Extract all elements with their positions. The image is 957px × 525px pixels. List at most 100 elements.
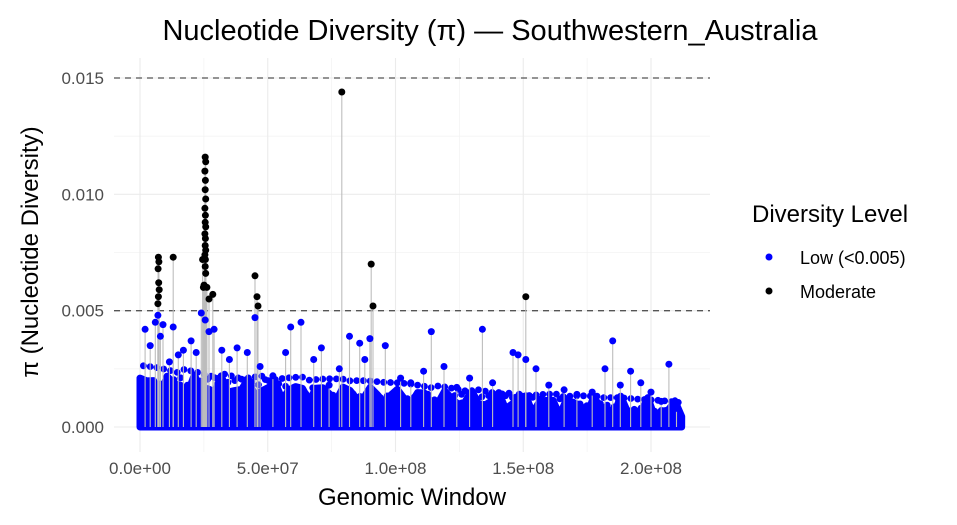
band-edge-point [248, 378, 256, 386]
band-edge-point [173, 369, 181, 376]
band-edge-point [549, 399, 557, 406]
dense-low-diversity-band [136, 362, 686, 431]
data-point-low [466, 374, 474, 382]
band-edge-point [292, 373, 300, 381]
band-edge-point [224, 378, 232, 386]
data-point-low [243, 349, 251, 356]
x-tick-label: 5.0e+07 [237, 459, 299, 478]
data-point-low [287, 323, 295, 331]
data-point-low [146, 342, 154, 350]
data-point-low [673, 404, 680, 412]
band-edge-point [184, 381, 191, 389]
chart-title: Nucleotide Diversity (π) — Southwestern_… [162, 15, 818, 47]
data-point-low [192, 349, 200, 356]
data-point-moderate [169, 253, 177, 261]
band-edge-point [309, 384, 317, 392]
band-edge-point [194, 369, 202, 376]
data-point-moderate [251, 272, 259, 280]
y-tick-label: 0.010 [61, 185, 104, 204]
band-edge-point [387, 379, 394, 386]
band-edge-point [644, 406, 652, 414]
data-point-moderate [154, 265, 162, 273]
legend-label-low: Low (<0.005) [800, 248, 906, 268]
y-tick-label: 0.015 [61, 69, 104, 88]
band-edge-point [302, 390, 310, 398]
data-point-moderate [367, 260, 375, 268]
data-point-low [310, 356, 318, 363]
band-edge-point [630, 405, 638, 413]
data-point-low [169, 323, 177, 331]
band-edge-point [448, 384, 455, 392]
band-edge-point [414, 381, 421, 389]
data-point-low [174, 351, 182, 359]
band-edge-point [217, 372, 225, 380]
band-edge-point [278, 375, 286, 382]
data-point-low [601, 365, 609, 373]
data-point-low [657, 397, 665, 405]
band-edge-point [170, 376, 178, 383]
band-edge-point [322, 389, 330, 397]
band-edge-point [305, 376, 313, 384]
data-point-low [325, 381, 333, 389]
band-edge-point [312, 376, 320, 383]
data-point-moderate [201, 204, 209, 212]
band-edge-point [475, 386, 482, 394]
band-edge-point [434, 382, 442, 390]
data-point-low [335, 365, 343, 373]
data-point-low [210, 325, 218, 333]
band-edge-point [597, 400, 604, 407]
data-point-moderate [253, 293, 261, 301]
band-edge-point [349, 390, 357, 398]
band-edge-point [610, 403, 618, 411]
band-edge-point [353, 377, 361, 384]
band-edge-point [421, 382, 428, 390]
data-point-low [361, 356, 369, 363]
data-point-moderate [338, 88, 346, 96]
data-point-low [346, 332, 353, 340]
band-edge-point [400, 380, 408, 387]
data-point-moderate [202, 269, 210, 277]
y-tick-label: 0.005 [61, 302, 104, 321]
data-point-low [407, 379, 415, 387]
band-edge-point [288, 385, 296, 393]
y-axis-ticks: 0.000 0.005 0.010 0.015 [61, 69, 104, 437]
band-edge-point [333, 375, 340, 383]
band-edge-point [437, 394, 445, 402]
data-point-low [233, 344, 241, 352]
data-point-low [573, 390, 581, 398]
y-axis-title: π (Nucleotide Diversity) [17, 126, 44, 377]
band-edge-point [329, 391, 337, 399]
band-edge-point [441, 383, 449, 391]
data-point-moderate [369, 302, 377, 310]
band-edge-point [590, 403, 597, 411]
band-edge-point [275, 380, 283, 388]
data-point-low [560, 386, 568, 394]
band-edge-point [163, 378, 171, 386]
band-edge-point [167, 367, 174, 374]
x-tick-label: 2.0e+08 [620, 459, 682, 478]
data-point-moderate [201, 186, 209, 194]
band-edge-point [613, 394, 621, 402]
band-edge-point [509, 394, 516, 401]
data-point-low [154, 311, 162, 319]
band-edge-point [668, 398, 675, 405]
data-point-low [156, 332, 164, 340]
data-point-low [532, 365, 540, 373]
x-tick-label: 1.0e+08 [365, 459, 427, 478]
point-stems [144, 92, 678, 427]
band-edge-point [431, 396, 438, 404]
data-point-low [647, 388, 655, 396]
data-point-moderate [209, 290, 217, 298]
legend-key-moderate [765, 287, 773, 295]
data-point-low [251, 314, 259, 322]
data-point-moderate [201, 167, 209, 175]
data-point-low [665, 360, 673, 368]
band-edge-point [417, 392, 425, 399]
band-edge-point [136, 387, 144, 395]
data-point-low [453, 383, 461, 391]
band-edge-point [576, 400, 584, 408]
data-point-low [282, 349, 290, 356]
band-edge-point [553, 390, 560, 398]
data-point-low [225, 356, 233, 363]
